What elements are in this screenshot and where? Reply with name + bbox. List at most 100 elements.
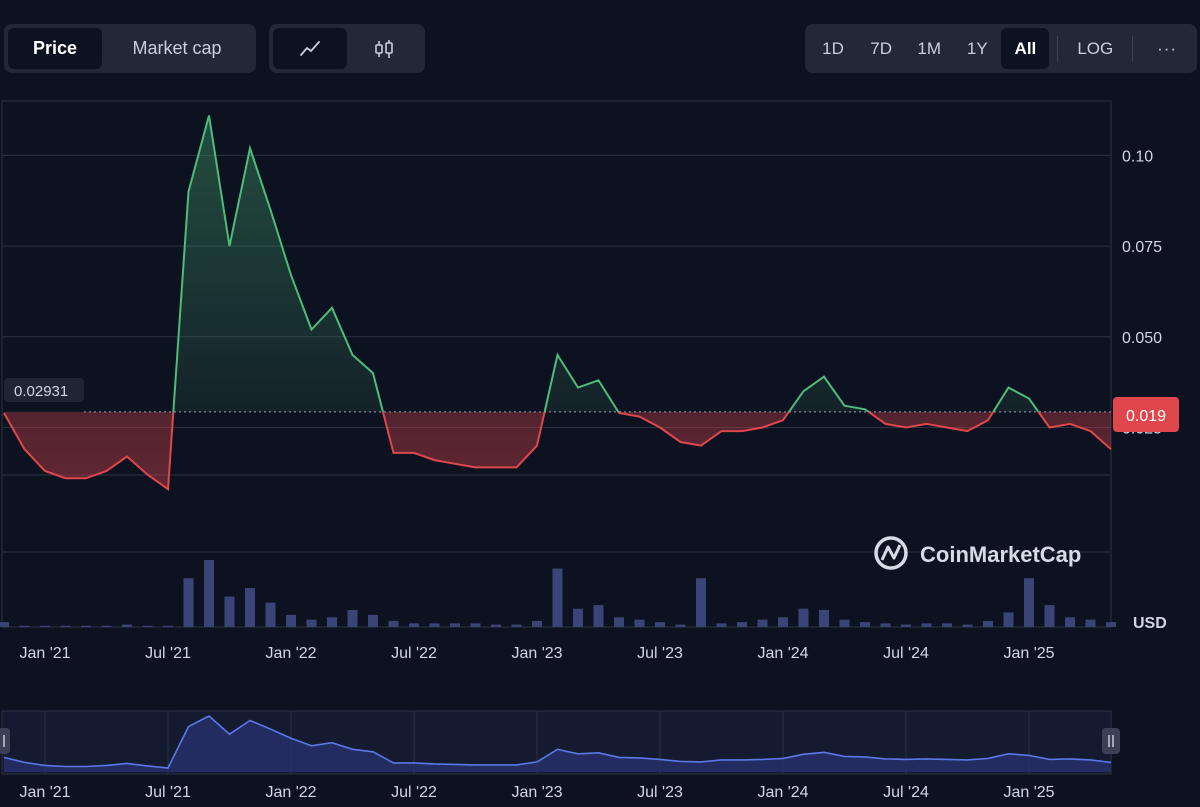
volume-bar [245, 588, 255, 627]
more-options-button[interactable]: ··· [1157, 38, 1178, 58]
volume-bar [573, 608, 583, 627]
volume-bar [634, 619, 645, 627]
volume-bar [183, 578, 194, 627]
range-1d-button[interactable]: 1D [822, 38, 844, 58]
volume-bar [1106, 622, 1116, 627]
volume-bar [819, 609, 829, 627]
navigator-tick-label: Jan '24 [757, 784, 808, 801]
volume-bar [409, 623, 419, 627]
volume-bar [737, 622, 747, 627]
volume-bar [1024, 578, 1034, 627]
navigator-tick-label: Jul '21 [145, 784, 191, 801]
price-tab[interactable]: Price [8, 28, 102, 69]
volume-bar [655, 622, 665, 627]
volume-bar [1003, 612, 1014, 627]
volume-bar [1044, 605, 1055, 627]
coinmarketcap-logo: CoinMarketCap [874, 536, 1081, 570]
volume-bar [60, 625, 71, 627]
volume-bar [901, 624, 911, 627]
range-all-button[interactable]: All [1001, 28, 1050, 69]
toolbar-divider [1132, 35, 1134, 62]
volume-bar [798, 608, 809, 627]
volume-bar [942, 623, 952, 627]
navigator-tick-label: Jul '22 [391, 784, 437, 801]
volume-bar [921, 623, 932, 627]
y-axis: 0.10 0.075 0.050 0.025 [1122, 148, 1162, 437]
volume-bar [224, 596, 235, 627]
volume-bar [450, 623, 460, 627]
x-tick-label: Jul '24 [883, 645, 929, 662]
navigator-right-handle[interactable] [1102, 728, 1120, 754]
x-tick-label: Jul '21 [145, 645, 191, 662]
x-axis: Jan '21 Jul '21 Jan '22 Jul '22 Jan '23 Jul '… [19, 645, 1054, 662]
x-tick-label: Jan '25 [1003, 645, 1054, 662]
line-chart-icon [300, 40, 320, 56]
grid-lines [1, 100, 1112, 628]
current-price-label: 0.019 [1126, 408, 1166, 425]
current-price-badge: 0.019 [1113, 397, 1179, 432]
volume-bar [839, 619, 850, 627]
volume-bar [347, 609, 358, 627]
x-tick-label: Jul '23 [637, 645, 683, 662]
volume-bar [491, 624, 501, 627]
range-1y-button[interactable]: 1Y [966, 38, 988, 58]
x-tick-label: Jan '24 [757, 645, 808, 662]
currency-label: USD [1133, 615, 1167, 632]
x-tick-label: Jul '22 [391, 645, 437, 662]
volume-bar [368, 614, 378, 627]
volume-bar [306, 619, 317, 627]
volume-bar [204, 560, 214, 627]
volume-bar [778, 617, 788, 627]
volume-bar [552, 568, 563, 627]
watermark-text: CoinMarketCap [920, 542, 1081, 567]
navigator-tick-label: Jul '24 [883, 784, 929, 801]
volume-bar [511, 624, 522, 627]
price-area [3, 115, 1112, 492]
volume-bar [532, 620, 542, 627]
range-1m-button[interactable]: 1M [917, 38, 942, 58]
x-tick-label: Jan '21 [19, 645, 70, 662]
chart-style-switch [269, 24, 425, 73]
range-7d-button[interactable]: 7D [870, 38, 892, 58]
range-navigator: Jan '21 Jul '21 Jan '22 Jul '22 Jan '23 Jul '… [1, 710, 1112, 801]
market-cap-tab[interactable]: Market cap [132, 38, 222, 58]
navigator-tick-label: Jan '21 [19, 784, 70, 801]
plot-frame [1, 100, 1112, 628]
line-chart-button[interactable] [273, 28, 347, 69]
reference-price-label: 0.02931 [14, 383, 68, 400]
volume-bar [593, 605, 604, 627]
volume-bar [327, 617, 337, 627]
volume-bar [1065, 617, 1075, 627]
volume-bar [983, 620, 993, 627]
x-tick-label: Jan '23 [511, 645, 562, 662]
volume-bar [880, 623, 891, 627]
navigator-tick-label: Jan '23 [511, 784, 562, 801]
volume-bar [470, 623, 481, 627]
volume-bar [614, 617, 624, 627]
volume-bar [962, 624, 973, 627]
volume-bar [265, 602, 276, 627]
toolbar-divider [1057, 35, 1059, 62]
volume-bars [0, 560, 1116, 627]
volume-bar [142, 625, 153, 627]
y-tick-label: 0.050 [1122, 330, 1162, 347]
volume-bar [40, 625, 50, 627]
log-scale-button[interactable]: LOG [1077, 38, 1114, 58]
candlestick-button[interactable] [347, 28, 421, 69]
volume-bar [101, 625, 112, 627]
y-tick-label: 0.025 [1122, 420, 1162, 437]
navigator-tick-label: Jan '25 [1003, 784, 1054, 801]
y-tick-label: 0.10 [1122, 148, 1153, 165]
navigator-tick-label: Jul '23 [637, 784, 683, 801]
volume-bar [1085, 619, 1096, 627]
time-range-switch: 1D 7D 1M 1Y All LOG ··· [805, 24, 1197, 73]
navigator-tick-label: Jan '22 [265, 784, 316, 801]
volume-bar [0, 622, 9, 627]
volume-bar [286, 614, 296, 627]
volume-bar [757, 619, 768, 627]
volume-bar [716, 623, 727, 627]
volume-bar [163, 625, 173, 627]
navigator-left-handle[interactable] [0, 728, 10, 754]
volume-bar [122, 624, 132, 627]
